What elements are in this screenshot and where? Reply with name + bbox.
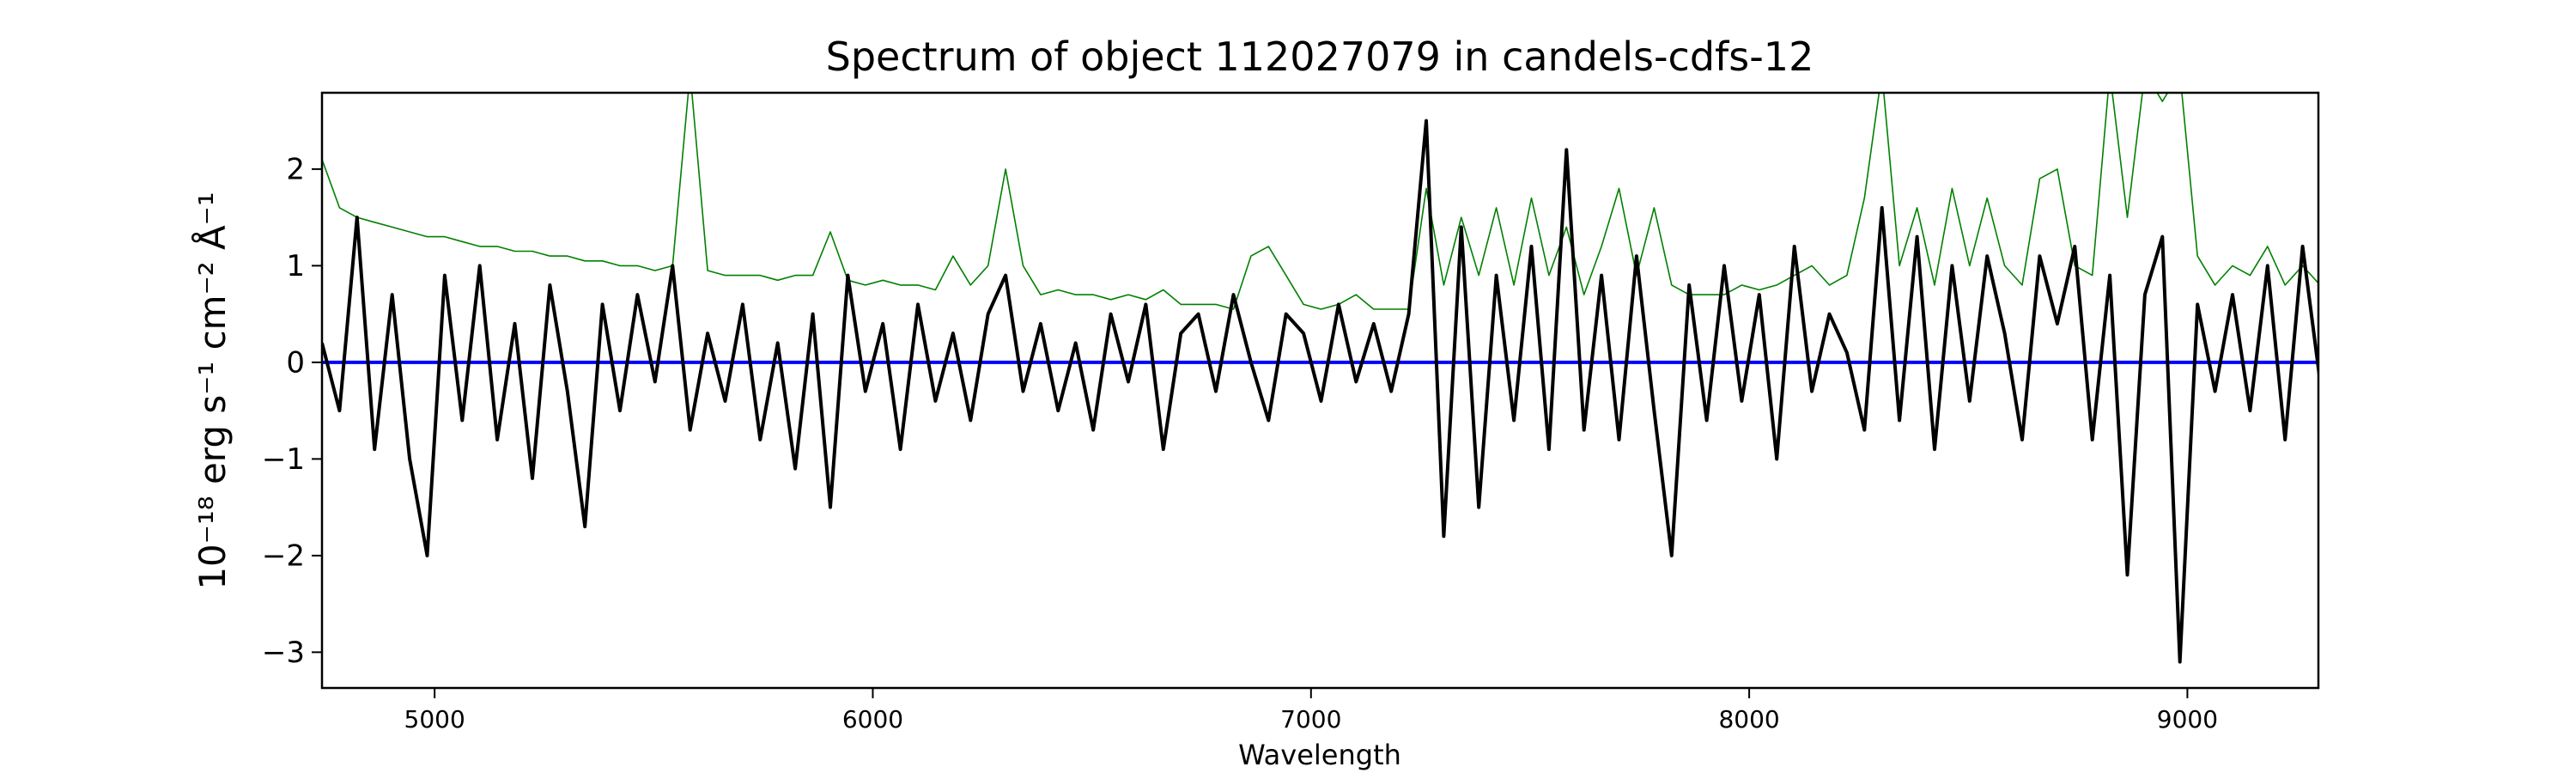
- chart-title: Spectrum of object 112027079 in candels-…: [826, 33, 1814, 80]
- x-tick-label: 7000: [1280, 705, 1341, 733]
- axes-frame: [320, 91, 2320, 690]
- y-tick-label: −1: [262, 442, 305, 477]
- x-axis-label: Wavelength: [1238, 739, 1401, 771]
- y-axis: 2 1 0 −1 −2 −3: [262, 152, 322, 670]
- y-axis-label: 10⁻¹⁸ erg s⁻¹ cm⁻² Å⁻¹: [191, 192, 234, 589]
- x-tick-label: 6000: [842, 705, 903, 733]
- y-tick-label: 0: [286, 345, 305, 380]
- series-error-line: [322, 93, 2318, 310]
- plot-area: [322, 93, 2318, 664]
- y-tick-label: 1: [286, 249, 305, 283]
- y-tick-label: −3: [262, 636, 305, 670]
- x-tick-label: 8000: [1718, 705, 1779, 733]
- y-tick-label: −2: [262, 539, 305, 573]
- x-axis: 5000 6000 7000 8000 9000: [404, 688, 2218, 733]
- x-tick-label: 5000: [404, 705, 465, 733]
- series-flux-line: [322, 119, 2318, 664]
- x-tick-label: 9000: [2157, 705, 2218, 733]
- y-tick-label: 2: [286, 152, 305, 186]
